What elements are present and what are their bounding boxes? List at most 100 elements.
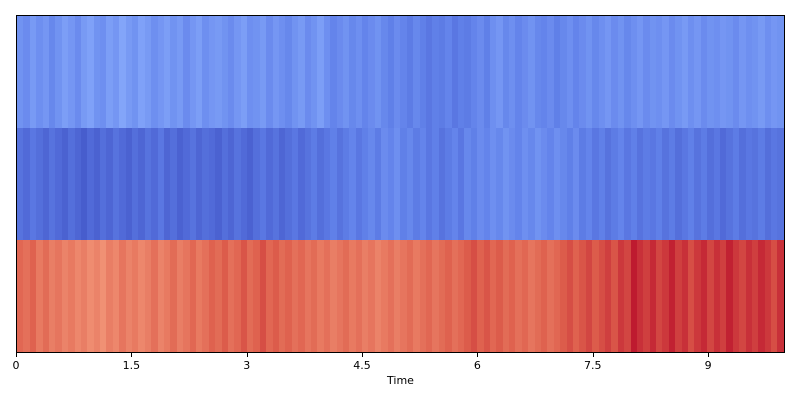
- heatmap-cell: [739, 16, 746, 128]
- x-tick-label: 0: [12, 359, 20, 372]
- heatmap-cell: [221, 240, 228, 352]
- heatmap-cell: [195, 16, 203, 128]
- heatmap-cell: [694, 127, 701, 240]
- heatmap-cell: [764, 16, 772, 128]
- heatmap-cell: [745, 127, 752, 240]
- heatmap-cell: [176, 240, 184, 352]
- heatmap-cell: [419, 127, 426, 240]
- heatmap-cell: [617, 16, 625, 128]
- heatmap-cell: [247, 127, 254, 240]
- heatmap-cell: [451, 16, 458, 128]
- heatmap-cell: [330, 127, 337, 240]
- heatmap-cell: [310, 240, 318, 352]
- heatmap-cell: [732, 127, 740, 240]
- heatmap-cell: [253, 16, 260, 128]
- heatmap-cell: [68, 127, 75, 240]
- heatmap-cell: [534, 127, 542, 240]
- heatmap-cell: [342, 127, 350, 240]
- heatmap-cell: [163, 127, 171, 240]
- heatmap-cell: [560, 127, 567, 240]
- heatmap-cell: [662, 127, 669, 240]
- heatmap-cell: [509, 127, 516, 240]
- heatmap-cell: [426, 240, 433, 352]
- heatmap-cell: [656, 16, 663, 128]
- heatmap-cell: [521, 16, 529, 128]
- heatmap-cell: [304, 16, 311, 128]
- heatmap-cell: [387, 240, 395, 352]
- heatmap-cell: [617, 240, 625, 352]
- heatmap-cell: [477, 16, 484, 128]
- heatmap-cell: [285, 127, 292, 240]
- heatmap-cell: [106, 127, 113, 240]
- heatmap-cell: [55, 240, 62, 352]
- heatmap-cell: [432, 16, 439, 128]
- heatmap-cell: [585, 16, 593, 128]
- heatmap-cell: [604, 16, 612, 128]
- heatmap-cell: [100, 127, 107, 240]
- heatmap-cell: [87, 16, 94, 128]
- heatmap-cell: [732, 16, 740, 128]
- heatmap-cell: [253, 127, 260, 240]
- heatmap-cell: [68, 240, 75, 352]
- heatmap-cell: [138, 127, 145, 240]
- heatmap-cell: [496, 16, 503, 128]
- heatmap-cell: [771, 240, 778, 352]
- heatmap-cell: [266, 16, 273, 128]
- x-axis-label: Time: [387, 374, 414, 387]
- heatmap-cell: [758, 16, 765, 128]
- heatmap-cell: [694, 240, 701, 352]
- heatmap-cell: [764, 127, 772, 240]
- heatmap-cell: [470, 127, 478, 240]
- heatmap-cell: [464, 127, 471, 240]
- heatmap-cell: [451, 240, 458, 352]
- heatmap-cell: [675, 240, 682, 352]
- heatmap-cell: [681, 240, 689, 352]
- heatmap-cell: [144, 127, 152, 240]
- heatmap-row-top: [17, 16, 784, 128]
- heatmap-cell: [617, 127, 625, 240]
- heatmap-cell: [528, 127, 535, 240]
- heatmap-cell: [151, 127, 158, 240]
- heatmap-cell: [739, 240, 746, 352]
- heatmap-cell: [227, 16, 235, 128]
- heatmap-cell: [227, 240, 235, 352]
- heatmap-cell: [630, 240, 637, 352]
- heatmap-cell: [668, 240, 676, 352]
- heatmap-cell: [68, 16, 75, 128]
- heatmap-cell: [726, 16, 733, 128]
- heatmap-cell: [489, 240, 497, 352]
- heatmap-cell: [649, 127, 657, 240]
- heatmap-cell: [157, 240, 164, 352]
- heatmap-cell: [630, 127, 637, 240]
- heatmap-cell: [636, 127, 644, 240]
- heatmap-cell: [266, 240, 273, 352]
- heatmap-cell: [598, 127, 605, 240]
- heatmap-cell: [132, 127, 139, 240]
- heatmap-cell: [125, 240, 133, 352]
- heatmap-cell: [611, 16, 618, 128]
- heatmap-cell: [758, 127, 765, 240]
- heatmap-cell: [189, 127, 196, 240]
- heatmap-cell: [624, 16, 631, 128]
- heatmap-cell: [234, 240, 241, 352]
- heatmap-cell: [163, 16, 171, 128]
- heatmap-cell: [592, 16, 599, 128]
- heatmap-cell: [100, 240, 107, 352]
- heatmap-cell: [125, 16, 133, 128]
- heatmap-cell: [29, 240, 37, 352]
- heatmap-cell: [509, 240, 516, 352]
- heatmap-cell: [80, 127, 88, 240]
- heatmap-cell: [42, 127, 49, 240]
- heatmap-cell: [36, 240, 43, 352]
- heatmap-cell: [656, 240, 663, 352]
- heatmap-cell: [87, 127, 94, 240]
- heatmap-cell: [80, 16, 88, 128]
- heatmap-cell: [515, 240, 522, 352]
- heatmap-cell: [541, 240, 548, 352]
- heatmap-cell: [215, 127, 222, 240]
- heatmap-cell: [751, 16, 759, 128]
- heatmap-cell: [151, 16, 158, 128]
- heatmap-cell: [470, 16, 478, 128]
- heatmap-cell: [419, 240, 426, 352]
